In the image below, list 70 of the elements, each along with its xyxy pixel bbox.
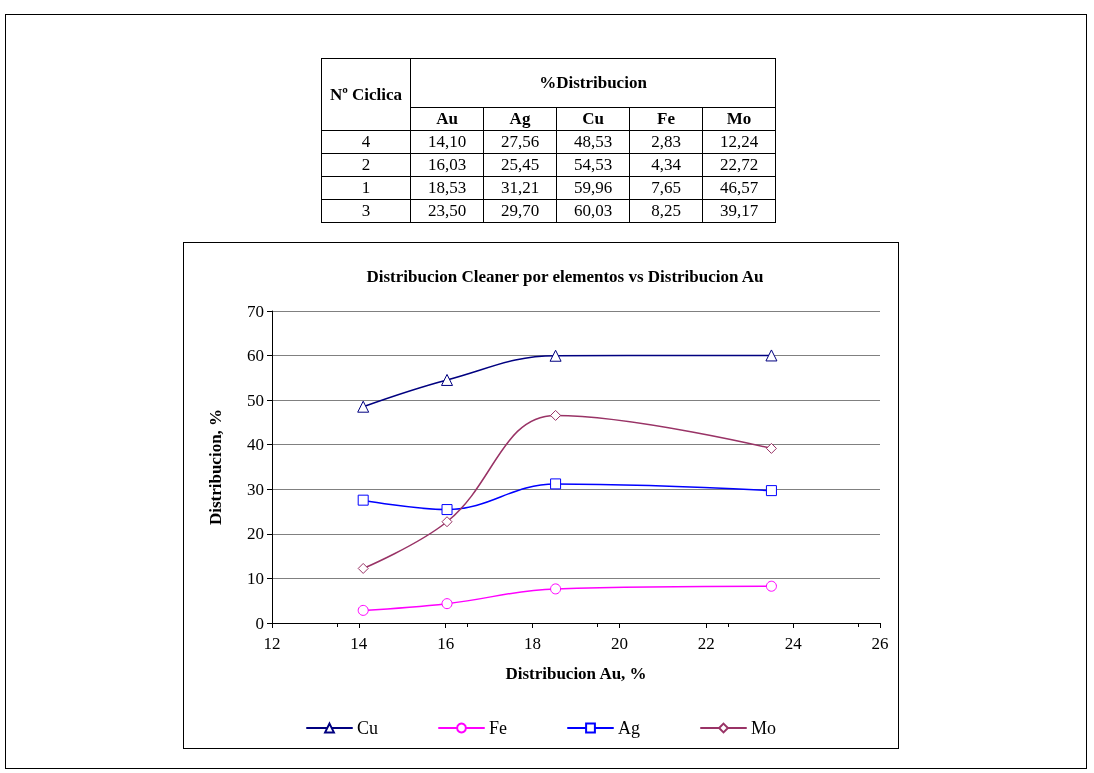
point — [765, 349, 778, 362]
text: 14,10 — [427, 132, 467, 151]
text: 48,53 — [573, 132, 613, 151]
text: 46,57 — [719, 178, 759, 197]
point — [357, 604, 369, 616]
text: 60,03 — [573, 201, 613, 220]
text: %Distribucion — [410, 58, 776, 108]
point — [357, 400, 370, 413]
y-tick-label: 70 — [247, 301, 264, 321]
x-tick-label: 24 — [784, 634, 803, 653]
point — [765, 442, 777, 454]
y-tick-label: 0 — [255, 613, 264, 633]
text: 29,70 — [500, 201, 540, 220]
x-tick-label: 22 — [697, 634, 715, 653]
legend-label: Cu — [357, 718, 379, 738]
category-label: Ag — [483, 107, 557, 131]
text: 2,83 — [651, 132, 681, 151]
text: 12,24 — [719, 132, 759, 151]
text: 22,72 — [719, 155, 759, 174]
category-label: Au — [410, 107, 484, 131]
point — [357, 562, 369, 574]
x-tick-label: 12 — [263, 634, 281, 653]
y-tick-label: 40 — [247, 435, 264, 455]
category-label: Cu — [556, 107, 630, 131]
legend-label: Fe — [489, 718, 508, 738]
text: 39,17 — [719, 201, 759, 220]
text: 8,25 — [651, 201, 681, 220]
point — [441, 504, 453, 516]
text: 7,65 — [651, 178, 681, 197]
point — [765, 580, 777, 592]
text: 31,21 — [500, 178, 540, 197]
category-label: 2 — [361, 155, 371, 174]
text: Nº Ciclica — [321, 58, 411, 131]
legend-label: Ag — [618, 718, 640, 738]
category-label: Mo — [702, 107, 776, 131]
x-tick-label: 20 — [610, 634, 628, 653]
x-tick-label: 26 — [871, 634, 889, 653]
text: 18,53 — [427, 178, 467, 197]
text: 27,56 — [500, 132, 540, 151]
category-label: Fe — [629, 107, 703, 131]
legend-label: Mo — [751, 718, 777, 738]
point — [441, 598, 453, 610]
text: 16,03 — [427, 155, 467, 174]
text: 25,45 — [500, 155, 540, 174]
text: 54,53 — [573, 155, 613, 174]
category-label: 3 — [361, 201, 371, 220]
text: 23,50 — [427, 201, 467, 220]
y-axis-title: Distribucion, % — [206, 408, 225, 526]
category-label: 4 — [361, 132, 371, 151]
text: 59,96 — [573, 178, 613, 197]
x-tick-label: 14 — [350, 634, 368, 653]
x-tick-label: 16 — [437, 634, 455, 653]
x-tick-label: 18 — [524, 634, 542, 653]
category-label: 1 — [361, 178, 371, 197]
y-tick-label: 20 — [247, 524, 264, 544]
point — [357, 494, 369, 506]
point — [441, 516, 453, 528]
point — [550, 409, 562, 421]
chart-title: Distribucion Cleaner por elementos vs Distribucion Au — [366, 267, 764, 286]
y-tick-label: 60 — [247, 346, 264, 366]
y-tick-label: 50 — [247, 390, 264, 410]
point — [550, 583, 562, 595]
text: 4,34 — [651, 155, 681, 174]
point — [765, 485, 777, 497]
x-axis-title: Distribucion Au, % — [505, 664, 647, 683]
point — [550, 478, 562, 490]
y-tick-label: 10 — [247, 568, 264, 588]
y-tick-label: 30 — [247, 479, 264, 499]
point — [441, 373, 454, 386]
point — [549, 349, 562, 362]
